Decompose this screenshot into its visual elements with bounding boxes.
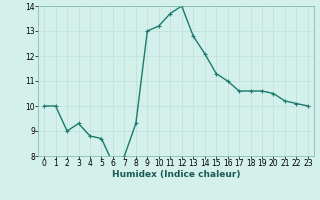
X-axis label: Humidex (Indice chaleur): Humidex (Indice chaleur) xyxy=(112,170,240,179)
